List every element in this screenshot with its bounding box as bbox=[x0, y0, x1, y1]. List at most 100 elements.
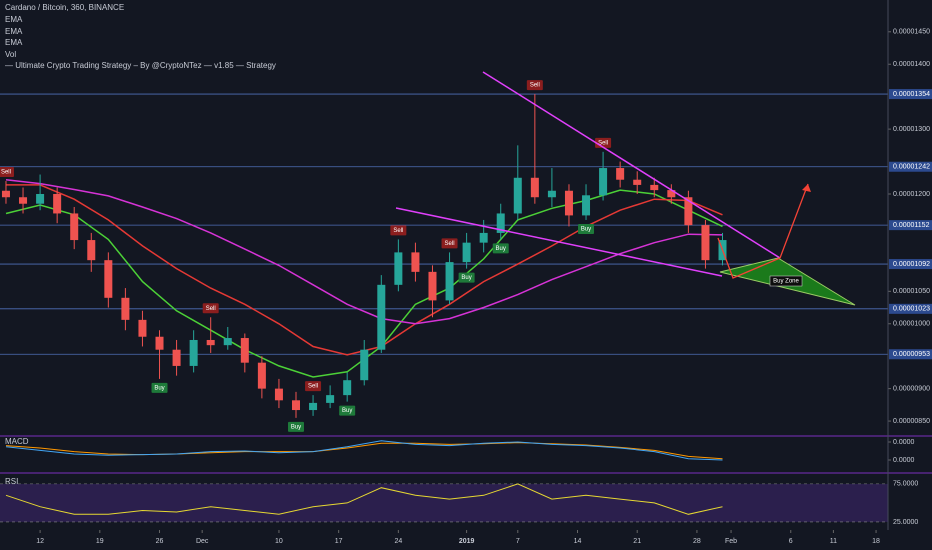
rsi-tick-label: 25.0000 bbox=[893, 519, 918, 526]
ema-line bbox=[5, 178, 723, 325]
x-tick-label: Dec bbox=[196, 538, 209, 545]
x-tick-label: 2019 bbox=[459, 538, 475, 545]
trendline bbox=[482, 71, 781, 259]
signal-label: Buy bbox=[291, 424, 301, 430]
candle-body bbox=[53, 193, 62, 214]
candle-body bbox=[701, 225, 710, 261]
y-tick-label: 0.00001050 bbox=[893, 288, 930, 295]
candle-body bbox=[513, 177, 522, 214]
candle-body bbox=[309, 402, 318, 411]
signal-box bbox=[339, 405, 356, 416]
x-tick-label: 26 bbox=[156, 538, 164, 545]
macd-signal-line bbox=[5, 442, 723, 460]
level-label-box bbox=[889, 259, 932, 270]
candle-body bbox=[36, 193, 45, 204]
candle-body bbox=[547, 190, 556, 198]
x-tick-label: 19 bbox=[96, 538, 104, 545]
y-tick-label: 0.00001000 bbox=[893, 321, 930, 328]
candle-body bbox=[564, 190, 573, 216]
level-label: 0.00001023 bbox=[893, 306, 930, 313]
x-tick-label: 28 bbox=[693, 538, 701, 545]
level-label: 0.00001354 bbox=[893, 91, 930, 98]
candle-body bbox=[650, 184, 659, 191]
candle-body bbox=[530, 177, 539, 198]
x-tick-label: 24 bbox=[394, 538, 402, 545]
pane-title: RSI bbox=[5, 477, 18, 486]
signal-label: Sell bbox=[393, 228, 403, 234]
candle-body bbox=[394, 252, 403, 285]
signal-label: Sell bbox=[1, 170, 11, 176]
level-label-box bbox=[889, 161, 932, 172]
macd-tick-label: 0.0000 bbox=[893, 439, 915, 446]
legend-entry: Vol bbox=[5, 50, 16, 59]
signal-box bbox=[305, 381, 322, 392]
y-tick-label: 0.00001200 bbox=[893, 191, 930, 198]
y-tick-label: 0.00001300 bbox=[893, 126, 930, 133]
signal-box bbox=[202, 303, 219, 314]
marks: Sell Buy Sell Buy Sell Buy Sell Sell Buy Buy Sell B… bbox=[0, 31, 891, 533]
signal-box bbox=[458, 272, 475, 283]
signal-box bbox=[578, 223, 595, 234]
legend-entry: EMA bbox=[5, 15, 23, 24]
legend-entry: EMA bbox=[5, 38, 23, 47]
level-label: 0.00000953 bbox=[893, 351, 930, 358]
x-tick-label: 12 bbox=[36, 538, 44, 545]
candle-body bbox=[257, 362, 266, 389]
legend-entry: EMA bbox=[5, 27, 23, 36]
candle-body bbox=[240, 338, 249, 363]
candle-body bbox=[155, 336, 164, 350]
candle-body bbox=[582, 195, 591, 216]
signal-label: Sell bbox=[598, 140, 608, 146]
signal-label: Buy bbox=[154, 385, 164, 391]
candle-body bbox=[189, 339, 198, 366]
projection-arrow bbox=[717, 183, 809, 279]
candle-body bbox=[172, 349, 181, 366]
legend-entry: — Ultimate Crypto Trading Strategy – By … bbox=[5, 61, 276, 70]
candle-body bbox=[343, 380, 352, 396]
candle-body bbox=[87, 240, 96, 261]
candle-body bbox=[445, 262, 454, 301]
annotation: Buy Zone bbox=[773, 279, 799, 285]
level-label: 0.00001152 bbox=[893, 222, 930, 229]
level-label-box bbox=[889, 349, 932, 360]
x-tick-label: 18 bbox=[872, 538, 880, 545]
candle-body bbox=[479, 232, 488, 243]
signal-label: Sell bbox=[308, 384, 318, 390]
candle-body bbox=[19, 197, 28, 204]
candle-body bbox=[223, 338, 232, 346]
level-label-box bbox=[889, 89, 932, 100]
x-tick-label: 10 bbox=[275, 538, 283, 545]
signal-label: Buy bbox=[496, 246, 506, 252]
candle-body bbox=[1, 190, 10, 198]
candle-body bbox=[411, 252, 420, 272]
y-tick-label: 0.00001450 bbox=[893, 29, 930, 36]
candle-body bbox=[121, 297, 130, 320]
signal-box bbox=[492, 243, 509, 254]
candle-body bbox=[70, 213, 79, 241]
level-label: 0.00001092 bbox=[893, 261, 930, 268]
candle-body bbox=[377, 284, 386, 350]
arrow-head bbox=[802, 184, 811, 192]
candle-body bbox=[326, 395, 335, 403]
x-tick-label: 17 bbox=[335, 538, 343, 545]
signal-box bbox=[0, 167, 14, 178]
rsi-tick-label: 75.0000 bbox=[893, 481, 918, 488]
candle-body bbox=[138, 319, 147, 337]
candle-body bbox=[633, 179, 642, 185]
candle-body bbox=[462, 242, 471, 263]
level-label-box bbox=[889, 303, 932, 314]
x-tick-label: 11 bbox=[830, 538, 837, 545]
macd-tick-label: 0.0000 bbox=[893, 457, 915, 464]
signal-box bbox=[151, 382, 168, 393]
candle-body bbox=[274, 388, 283, 401]
y-tick-label: 0.00000850 bbox=[893, 418, 930, 425]
signal-label: Sell bbox=[445, 241, 455, 247]
signal-label: Buy bbox=[581, 227, 591, 233]
pane-title: MACD bbox=[5, 437, 29, 446]
x-tick-label: 7 bbox=[516, 538, 520, 545]
candle-body bbox=[616, 168, 625, 180]
rsi-line bbox=[5, 483, 723, 515]
annotation-box bbox=[769, 275, 803, 287]
signal-label: Sell bbox=[206, 306, 216, 312]
level-label-box bbox=[889, 220, 932, 231]
